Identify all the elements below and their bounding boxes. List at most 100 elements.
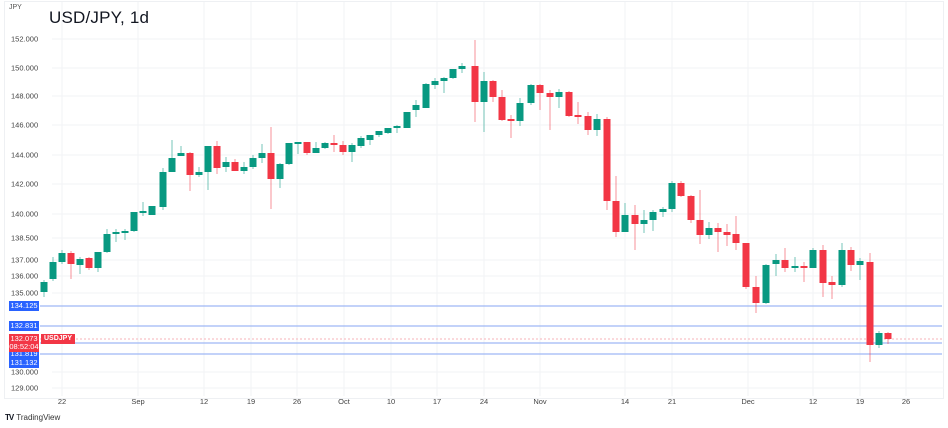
candle: [431, 78, 439, 89]
candle: [177, 146, 185, 156]
candle: [67, 251, 75, 279]
time-tick-label: 10: [386, 397, 396, 406]
price-level-tag: 131.819: [9, 349, 39, 359]
time-tick-label: 22: [57, 397, 67, 406]
candle: [536, 84, 544, 110]
candle: [159, 168, 167, 210]
candle: [612, 176, 620, 237]
candle: [384, 128, 392, 134]
candle: [762, 264, 770, 304]
candle: [375, 131, 383, 137]
candle: [412, 100, 420, 117]
candle: [480, 72, 488, 132]
candle: [677, 181, 685, 197]
time-tick-label: 17: [432, 397, 442, 406]
price-tick-label: 148.000: [11, 91, 39, 101]
candle: [555, 89, 563, 108]
price-tick-label: 130.000: [11, 367, 39, 377]
candle: [49, 257, 57, 281]
time-tick-label: 21: [667, 397, 677, 406]
tradingview-logo-icon: TV: [5, 413, 14, 422]
time-tick-label: 26: [901, 397, 911, 406]
candle: [449, 69, 457, 79]
candle: [330, 135, 338, 152]
candle: [139, 202, 147, 216]
tradingview-brand[interactable]: TV TradingView: [5, 413, 60, 422]
candle: [222, 157, 230, 172]
brand-name: TradingView: [16, 413, 61, 422]
candle: [516, 98, 524, 126]
candle: [527, 84, 535, 105]
candle: [357, 136, 365, 148]
price-tick-label: 144.000: [11, 150, 39, 160]
countdown-tag: 08:52:04: [9, 342, 39, 352]
candle: [696, 190, 704, 244]
price-tick-label: 142.000: [11, 179, 39, 189]
chart-title: USD/JPY, 1d: [49, 8, 150, 27]
candle: [121, 229, 129, 240]
time-tick-label: Sep: [131, 397, 145, 406]
candle: [267, 127, 275, 209]
grid-lines: [52, 2, 944, 396]
price-tick-label: 150.000: [11, 63, 39, 73]
time-tick-label: 14: [620, 397, 630, 406]
price-tick-label: 137.000: [11, 255, 39, 265]
candle: [213, 141, 221, 174]
candle: [498, 90, 506, 121]
symbol-tag: USDJPY: [41, 334, 76, 344]
candle: [856, 258, 864, 280]
candle: [584, 112, 592, 135]
candle: [742, 243, 750, 289]
candle: [186, 152, 194, 191]
candle: [148, 206, 156, 215]
candle: [752, 276, 760, 313]
price-tick-label: 138.500: [11, 233, 39, 243]
candle: [847, 247, 855, 271]
candle: [403, 112, 411, 128]
candle: [819, 245, 827, 297]
candle: [705, 222, 713, 239]
candle: [866, 253, 874, 362]
candle: [276, 163, 284, 188]
candle: [303, 142, 311, 155]
time-tick-label: Dec: [741, 397, 755, 406]
candle: [489, 80, 497, 102]
candle: [458, 63, 466, 73]
candle: [659, 207, 667, 217]
candle: [781, 248, 789, 272]
candle: [565, 91, 573, 117]
time-tick-label: 24: [479, 397, 489, 406]
current-price-tag: 132.073: [9, 334, 39, 344]
candle: [546, 90, 554, 130]
candle: [884, 332, 892, 344]
candle: [94, 252, 102, 272]
candle: [838, 243, 846, 287]
candle: [732, 216, 740, 250]
candle: [631, 205, 639, 250]
candle: [809, 248, 817, 268]
candle: [312, 142, 320, 153]
candle: [195, 167, 203, 177]
candle: [471, 40, 479, 122]
candle: [204, 146, 212, 190]
candle: [440, 77, 448, 93]
horizontal-levels: [40, 305, 942, 355]
candle: [321, 142, 329, 149]
time-tick-label: Oct: [338, 397, 350, 406]
time-tick-label: 26: [292, 397, 302, 406]
candle: [168, 140, 176, 172]
candle: [85, 257, 93, 270]
candle: [76, 257, 84, 274]
price-unit-label: JPY: [9, 4, 22, 11]
candle: [791, 257, 799, 272]
candle: [58, 250, 66, 264]
time-tick-label: Nov: [533, 397, 547, 406]
price-level-tag: 132.831: [9, 321, 39, 331]
candle: [112, 229, 120, 242]
price-level-tag: 134.125: [9, 301, 39, 311]
candle: [339, 141, 347, 155]
price-tick-label: 152.000: [11, 34, 39, 44]
candle: [294, 142, 302, 154]
candle: [240, 162, 248, 174]
